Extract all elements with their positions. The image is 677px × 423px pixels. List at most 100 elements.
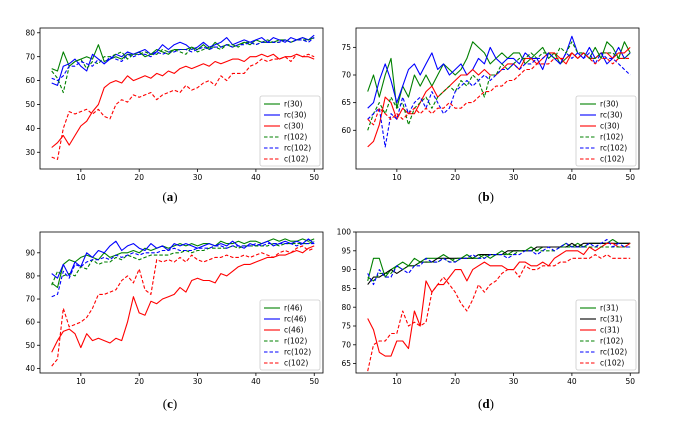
y-tick-label: 80 (25, 28, 35, 37)
axes-frame (39, 27, 324, 170)
panel-caption: (c) (163, 396, 177, 411)
x-tick-label: 30 (193, 173, 203, 182)
x-tick-label: 20 (134, 377, 144, 386)
y-tick-label: 30 (25, 148, 35, 157)
y-tick-label: 95 (341, 246, 351, 255)
legend-label: c(46) (284, 326, 304, 335)
axes-frame (355, 231, 640, 374)
y-tick-label: 60 (25, 318, 35, 327)
y-tick-label: 80 (341, 303, 351, 312)
series-line-c(102) (51, 53, 315, 160)
y-tick-label: 75 (341, 322, 351, 331)
legend: r(30) rc(30) c(30) r(102) rc(102) c(102) (259, 95, 321, 167)
legend-label: rc(102) (600, 144, 627, 153)
y-tick-label: 100 (337, 228, 352, 237)
x-tick-label: 30 (509, 173, 519, 182)
y-tick-label: 85 (341, 284, 351, 293)
series-line-c(31) (367, 242, 631, 357)
x-tick-label: 40 (251, 377, 261, 386)
chart-panel-a: 10 20 30 40 50304050607080r(30)rc(30)c(30)r(… (25, 27, 324, 204)
y-tick-label: 50 (25, 100, 35, 109)
x-tick-label: 50 (625, 377, 635, 386)
axes-frame (355, 27, 640, 170)
panel-caption: (d) (478, 396, 494, 411)
y-tick-label: 90 (341, 265, 351, 274)
legend-label: r(102) (600, 133, 623, 142)
series-line-rc(31) (367, 242, 631, 285)
series-line-c(46) (51, 245, 315, 353)
legend-label: c(102) (284, 359, 308, 368)
y-tick-label: 40 (25, 364, 35, 373)
axes-frame (39, 231, 324, 374)
series-line-r(31) (367, 238, 631, 282)
legend-label: rc(102) (284, 144, 311, 153)
panel-caption: (b) (478, 189, 494, 204)
series-line-r(102) (51, 37, 315, 94)
legend-label: r(102) (600, 337, 623, 346)
legend-label: r(102) (284, 133, 307, 142)
y-tick-label: 60 (341, 126, 351, 135)
series-line-c(102) (51, 245, 315, 367)
legend-label: c(102) (600, 155, 624, 164)
y-tick-label: 40 (25, 124, 35, 133)
y-tick-label: 75 (341, 43, 351, 52)
y-tick-label: 65 (341, 359, 351, 368)
series-line-rc(102) (367, 52, 631, 148)
legend: r(30) rc(30) c(30) r(102) rc(102) c(102) (575, 95, 637, 167)
y-tick-label: 90 (25, 248, 35, 257)
series-line-c(102) (367, 254, 631, 372)
legend-label: c(31) (600, 326, 620, 335)
legend-label: r(102) (284, 337, 307, 346)
x-tick-label: 10 (392, 377, 402, 386)
series-line-c(102) (367, 52, 631, 126)
series-line-c(30) (51, 53, 315, 148)
x-tick-label: 30 (193, 377, 203, 386)
legend-label: rc(102) (284, 348, 311, 357)
legend-label: rc(30) (600, 111, 623, 120)
y-tick-label: 70 (341, 340, 351, 349)
legend-label: r(30) (284, 100, 303, 109)
legend-label: c(102) (600, 359, 624, 368)
x-tick-label: 20 (450, 377, 460, 386)
x-tick-label: 10 (392, 173, 402, 182)
legend: r(46) rc(46) c(46) r(102) rc(102) c(102) (259, 299, 321, 371)
y-tick-label: 70 (25, 52, 35, 61)
y-tick-label: 80 (25, 272, 35, 281)
y-tick-label: 60 (25, 76, 35, 85)
x-tick-label: 30 (509, 377, 519, 386)
x-tick-label: 50 (309, 377, 319, 386)
legend-label: rc(102) (600, 348, 627, 357)
series-line-rc(102) (51, 37, 315, 82)
series-line-r(102) (51, 240, 315, 286)
series-line-r(46) (51, 238, 315, 289)
chart-panel-d: 10 20 30 40 50 65 70 75 80 85 90 95 100 r(31) rc(31) c(… (337, 228, 640, 411)
series-line-rc(102) (367, 238, 631, 286)
legend-label: c(30) (600, 122, 620, 131)
legend-label: c(102) (284, 155, 308, 164)
y-tick-label: 70 (25, 295, 35, 304)
x-tick-label: 20 (134, 173, 144, 182)
x-tick-label: 20 (450, 173, 460, 182)
legend-label: rc(31) (600, 315, 623, 324)
chart-panel-b: 10 20 30 40 50 60 65 70 75 r(30) rc(30) c(30) r(102)… (341, 27, 640, 204)
x-tick-label: 50 (625, 173, 635, 182)
x-tick-label: 40 (567, 173, 577, 182)
legend-label: r(30) (600, 100, 619, 109)
x-tick-label: 40 (567, 377, 577, 386)
x-tick-label: 10 (76, 377, 86, 386)
y-tick-label: 65 (341, 98, 351, 107)
x-tick-label: 10 (76, 173, 86, 182)
series-line-r(30) (51, 37, 315, 72)
series-line-rc(46) (51, 238, 315, 279)
legend-label: r(46) (284, 304, 303, 313)
y-tick-label: 50 (25, 341, 35, 350)
series-line-rc(30) (51, 34, 315, 86)
legend-label: rc(30) (284, 111, 307, 120)
series-line-rc(102) (51, 243, 315, 298)
series-line-rc(30) (367, 35, 631, 109)
legend-label: rc(46) (284, 315, 307, 324)
x-tick-label: 40 (251, 173, 261, 182)
legend: r(31) rc(31) c(31) r(102) rc(102) c(102) (575, 299, 637, 371)
legend-label: c(30) (284, 122, 304, 131)
